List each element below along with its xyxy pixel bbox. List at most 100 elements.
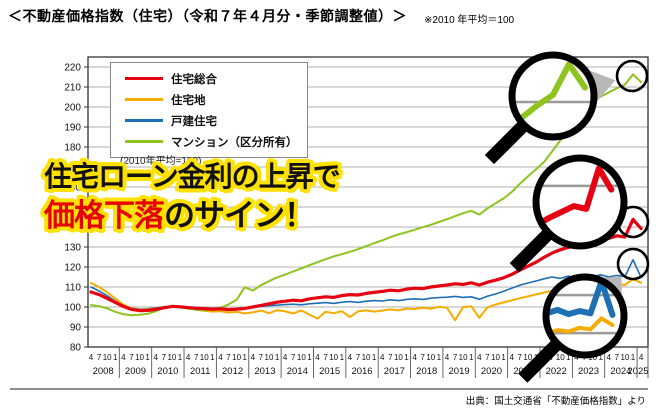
x-year-label: 2022 [546, 366, 567, 377]
x-quarter-label: 7 [356, 353, 361, 362]
magnifier-handle [518, 334, 567, 383]
x-year-label: 2019 [449, 366, 470, 377]
x-quarter-label: 10 [620, 353, 629, 362]
legend-label: 住宅総合 [171, 73, 217, 86]
endpoint-circle [615, 59, 649, 93]
legend-label: 戸建住宅 [171, 115, 217, 128]
x-quarter-label: 1 [113, 353, 118, 362]
headline-line-1: 住宅ローン金利の上昇で [44, 161, 341, 192]
endpoint-circle [616, 205, 650, 239]
headline-overlay: 住宅ローン金利の上昇で 価格下落のサイン！ [44, 161, 341, 232]
x-quarter-label: 7 [194, 353, 199, 362]
x-quarter-label: 7 [518, 353, 523, 362]
x-quarter-label: 10 [103, 353, 112, 362]
page-title: ＜不動産価格指数（住宅）（令和７年４月分・季節調整値）＞ [8, 8, 407, 24]
x-quarter-label: 1 [340, 353, 345, 362]
magnifier-content [538, 165, 622, 228]
x-quarter-label: 1 [566, 353, 571, 362]
headline-line-2: 価格下落のサイン！ [44, 200, 340, 231]
x-quarter-label: 1 [437, 353, 442, 362]
x-year-label: 2012 [222, 366, 243, 377]
y-tick-label: 190 [64, 123, 81, 134]
x-quarter-label: 4 [283, 353, 288, 362]
x-quarter-label: 4 [89, 353, 94, 362]
plot-border [87, 56, 649, 348]
x-quarter-label: 4 [218, 353, 223, 362]
x-quarter-label: 7 [323, 353, 328, 362]
x-quarter-label: 4 [153, 353, 158, 362]
series-line-0 [89, 217, 643, 313]
x-quarter-label: 1 [145, 353, 150, 362]
x-year-label: 2015 [319, 366, 340, 377]
x-quarter-label: 4 [445, 353, 450, 362]
magnifier-annotations [484, 51, 650, 383]
magnifier-lens-bg [536, 158, 624, 246]
x-quarter-label: 1 [372, 353, 377, 362]
legend-swatch [125, 97, 163, 102]
x-quarter-label: 7 [615, 353, 620, 362]
x-quarter-label: 7 [97, 353, 102, 362]
x-quarter-label: 10 [459, 353, 468, 362]
y-tick-label: 150 [64, 203, 81, 214]
y-tick-label: 80 [70, 343, 82, 354]
endpoint-circle [616, 247, 650, 281]
x-quarter-label: 1 [242, 353, 247, 362]
x-year-label: 2014 [287, 366, 308, 377]
x-quarter-label: 7 [420, 353, 425, 362]
y-tick-label: 130 [64, 243, 81, 254]
x-quarter-label: 1 [404, 353, 409, 362]
legend-swatch [125, 118, 163, 123]
x-quarter-label: 4 [509, 353, 514, 362]
x-quarter-label: 10 [200, 353, 209, 362]
x-quarter-label: 10 [232, 353, 241, 362]
x-quarter-label: 10 [329, 353, 338, 362]
magnifier-ring [542, 273, 628, 359]
x-quarter-label: 10 [135, 353, 144, 362]
x-quarter-label: 1 [275, 353, 280, 362]
x-year-label: 2010 [157, 366, 178, 377]
x-quarter-label: 4 [412, 353, 417, 362]
x-quarter-label: 1 [307, 353, 312, 362]
legend-label: マンション（区分所有） [171, 136, 298, 149]
x-year-label: 2025 [627, 366, 648, 377]
headline-rest: のサイン！ [164, 198, 315, 233]
x-year-label: 2009 [125, 366, 146, 377]
x-year-label: 2011 [190, 366, 210, 377]
y-tick-label: 100 [64, 303, 81, 314]
y-tick-label: 180 [64, 143, 81, 154]
legend-item-0: 住宅総合 [125, 72, 295, 86]
x-quarter-label: 10 [297, 353, 306, 362]
x-quarter-label: 7 [129, 353, 134, 362]
x-quarter-label: 7 [485, 353, 490, 362]
x-quarter-label: 4 [380, 353, 385, 362]
x-quarter-label: 4 [186, 353, 191, 362]
x-quarter-label: 7 [259, 353, 264, 362]
x-quarter-label: 7 [388, 353, 393, 362]
x-quarter-label: 4 [348, 353, 353, 362]
legend-item-2: 戸建住宅 [125, 114, 295, 128]
y-tick-label: 200 [64, 103, 81, 114]
y-tick-label: 140 [64, 223, 81, 234]
x-year-label: 2023 [578, 366, 599, 377]
x-year-label: 2013 [254, 366, 275, 377]
x-year-label: 2016 [351, 366, 372, 377]
y-tick-label: 120 [64, 263, 81, 274]
magnifier-ring [532, 154, 628, 250]
y-tick-label: 210 [64, 83, 81, 94]
title-note: ※2010 年平均＝100 [424, 15, 515, 26]
x-quarter-label: 10 [394, 353, 403, 362]
x-quarter-label: 4 [477, 353, 482, 362]
x-year-label: 2018 [416, 366, 437, 377]
legend-item-3: マンション（区分所有） [125, 135, 298, 149]
legend-item-1: 住宅地 [125, 93, 295, 107]
x-quarter-label: 10 [426, 353, 435, 362]
y-tick-label: 220 [64, 63, 81, 74]
legend-swatch [125, 139, 163, 144]
y-tick-label: 170 [64, 163, 81, 174]
x-quarter-label: 1 [501, 353, 506, 362]
x-year-label: 2020 [481, 366, 502, 377]
x-quarter-label: 7 [226, 353, 231, 362]
x-quarter-label: 4 [639, 353, 644, 362]
x-quarter-label: 7 [453, 353, 458, 362]
y-tick-label: 160 [64, 183, 81, 194]
